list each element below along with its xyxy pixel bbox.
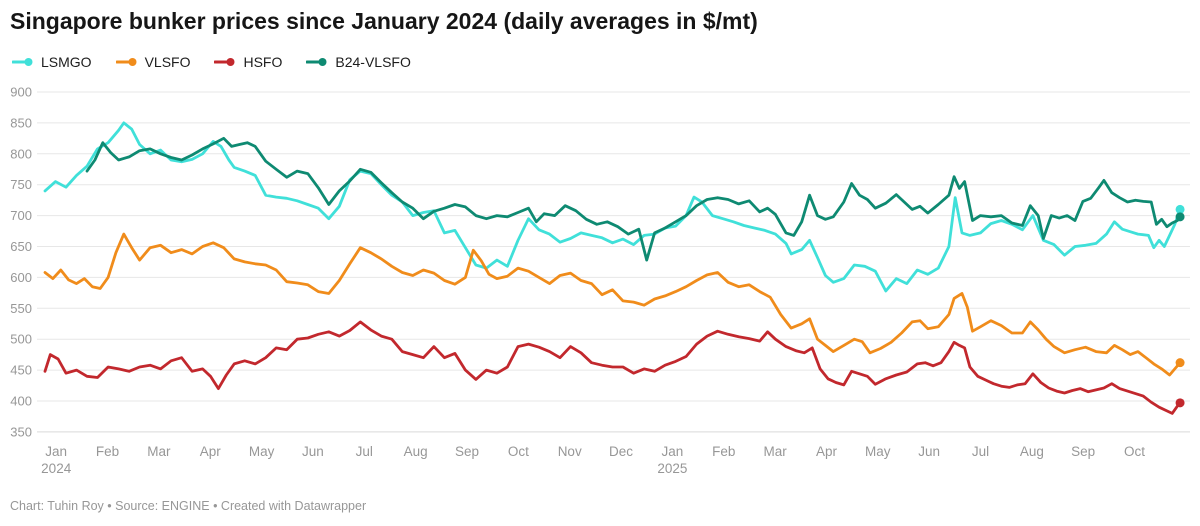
y-tick-label: 450 — [10, 363, 32, 378]
x-tick-label: Jul — [356, 444, 373, 459]
y-tick-label: 350 — [10, 424, 32, 439]
x-tick-label: Jan — [662, 444, 684, 459]
legend-line-dot-marker — [115, 58, 137, 66]
legend-label: VLSFO — [144, 54, 191, 70]
y-tick-label: 600 — [10, 270, 32, 285]
x-tick-label: Mar — [147, 444, 171, 459]
x-tick-label: Aug — [404, 444, 428, 459]
chart-legend: LSMGO VLSFO HSFO B24-VLSFO — [12, 54, 411, 70]
x-tick-label: Jun — [302, 444, 324, 459]
series-end-dot-lsmgo — [1175, 204, 1185, 214]
x-tick-label: Feb — [96, 444, 119, 459]
x-tick-label: Dec — [609, 444, 633, 459]
line-chart-plot: 900 850 800 750 700 650 600 550 500 450 400 350 Jan 2… — [10, 85, 1190, 476]
y-tick-label: 550 — [10, 301, 32, 316]
x-tick-label: May — [249, 444, 275, 459]
x-tick-label: Nov — [558, 444, 582, 459]
legend-line-dot-marker — [214, 58, 235, 66]
x-tick-year-label: 2025 — [657, 461, 687, 476]
y-tick-label: 850 — [10, 115, 32, 130]
x-tick-label: Mar — [763, 444, 787, 459]
x-tick-label: Aug — [1020, 444, 1044, 459]
y-tick-label: 700 — [10, 208, 32, 223]
x-tick-label: Oct — [1124, 444, 1145, 459]
x-tick-label: Jun — [918, 444, 940, 459]
x-tick-label: Apr — [816, 444, 838, 459]
legend-line-dot-marker — [12, 58, 33, 66]
x-tick-label: Jan — [45, 444, 67, 459]
series-line-b24-vlsfo[interactable] — [85, 136, 1182, 262]
y-tick-label: 500 — [10, 332, 32, 347]
x-tick-year-label: 2024 — [41, 461, 72, 476]
series-end-dot-vlsfo — [1175, 358, 1185, 368]
legend-item-vlsfo: VLSFO — [115, 54, 191, 70]
series-line-hsfo[interactable] — [43, 320, 1182, 415]
series-line-vlsfo[interactable] — [43, 232, 1182, 377]
y-tick-label: 750 — [10, 177, 32, 192]
chart-title: Singapore bunker prices since January 20… — [10, 8, 758, 34]
legend-label: B24-VLSFO — [335, 54, 411, 70]
y-tick-label: 650 — [10, 239, 32, 254]
series-line-lsmgo[interactable] — [43, 121, 1182, 293]
legend-item-b24-vlsfo: B24-VLSFO — [306, 54, 411, 70]
chart-credit: Chart: Tuhin Roy • Source: ENGINE • Crea… — [10, 499, 367, 513]
y-tick-label: 400 — [10, 394, 32, 409]
legend-line-dot-marker — [306, 58, 327, 66]
x-tick-label: Feb — [712, 444, 735, 459]
legend-label: HSFO — [243, 54, 283, 70]
x-tick-label: Jul — [972, 444, 989, 459]
series-end-dot-hsfo — [1175, 398, 1185, 408]
x-tick-label: Sep — [455, 444, 479, 459]
x-tick-label: May — [865, 444, 891, 459]
x-tick-label: Apr — [200, 444, 222, 459]
x-tick-label: Sep — [1071, 444, 1095, 459]
y-tick-label: 900 — [10, 85, 32, 100]
legend-label: LSMGO — [41, 54, 92, 70]
legend-item-hsfo: HSFO — [214, 54, 282, 70]
y-tick-label: 800 — [10, 146, 32, 161]
x-tick-label: Oct — [508, 444, 529, 459]
series-end-dot-b24-vlsfo — [1175, 212, 1185, 222]
legend-item-lsmgo: LSMGO — [12, 54, 92, 70]
